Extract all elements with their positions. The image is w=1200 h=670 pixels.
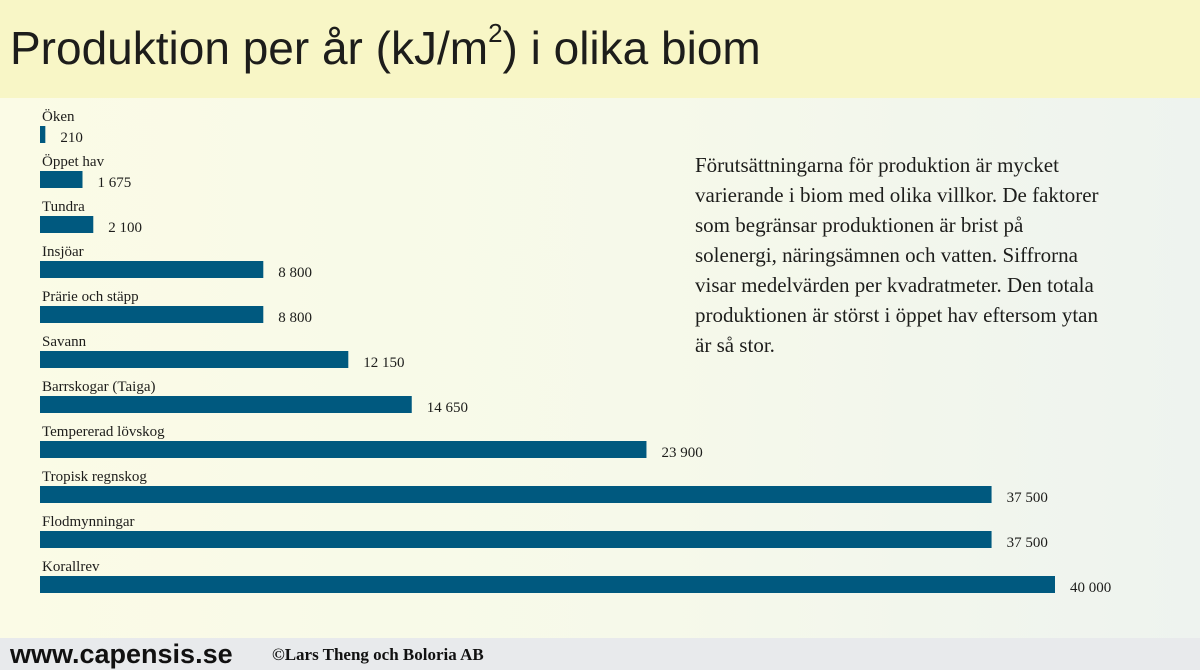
chart-description: Förutsättningarna för produktion är myck…: [695, 153, 1099, 357]
value-label-barrskogar-taiga: 14 650: [427, 400, 468, 416]
bar-korallrev: [40, 576, 1055, 593]
bar-chart: Öken 210 Öppet hav 1 675 Tundra 2 100 Insjöar 8…: [40, 108, 1111, 596]
bar-flodmynningar: [40, 531, 992, 548]
category-label-tundra: Tundra: [42, 199, 85, 215]
category-label-barrskogar-taiga: Barrskogar (Taiga): [42, 379, 155, 395]
title-superscript: 2: [488, 18, 503, 48]
value-label-tempererad-lovskog: 23 900: [661, 445, 702, 461]
bar-barrskogar-taiga: [40, 396, 412, 413]
category-label-savann: Savann: [42, 334, 87, 350]
bar-insjoar: [40, 261, 264, 278]
category-label-tropisk-regnskog: Tropisk regnskog: [42, 469, 147, 485]
bar-tempererad-lovskog: [40, 441, 647, 458]
bar-oken: [40, 126, 46, 143]
title-prefix: Produktion per år (kJ/m: [10, 22, 489, 74]
copyright-text: ©Lars Theng och Boloria AB: [272, 645, 484, 664]
category-label-korallrev: Korallrev: [42, 559, 100, 575]
value-label-tundra: 2 100: [108, 220, 142, 236]
title-band: Produktion per år (kJ/m2) i olika biom: [0, 0, 1200, 98]
bar-prarie-och-stapp: [40, 306, 264, 323]
value-label-oken: 210: [60, 130, 83, 146]
value-label-prarie-och-stapp: 8 800: [278, 310, 312, 326]
value-label-insjoar: 8 800: [278, 265, 312, 281]
website-link[interactable]: www.capensis.se: [10, 639, 233, 669]
category-label-tempererad-lovskog: Tempererad lövskog: [42, 424, 165, 440]
value-label-tropisk-regnskog: 37 500: [1007, 490, 1048, 506]
category-label-oppet-hav: Öppet hav: [42, 153, 105, 170]
value-label-flodmynningar: 37 500: [1007, 535, 1048, 551]
value-label-korallrev: 40 000: [1070, 580, 1111, 596]
bar-tropisk-regnskog: [40, 486, 992, 503]
page-title: Produktion per år (kJ/m2) i olika biom: [10, 18, 761, 78]
value-label-savann: 12 150: [363, 355, 404, 371]
bar-oppet-hav: [40, 171, 83, 188]
footer: www.capensis.se ©Lars Theng och Boloria …: [0, 638, 1200, 670]
category-label-prarie-och-stapp: Prärie och stäpp: [42, 289, 139, 305]
bar-tundra: [40, 216, 94, 233]
category-label-insjoar: Insjöar: [42, 244, 84, 260]
bar-savann: [40, 351, 349, 368]
title-suffix: ) i olika biom: [502, 22, 761, 74]
category-label-oken: Öken: [42, 108, 75, 125]
category-label-flodmynningar: Flodmynningar: [42, 514, 135, 530]
value-label-oppet-hav: 1 675: [98, 175, 132, 191]
